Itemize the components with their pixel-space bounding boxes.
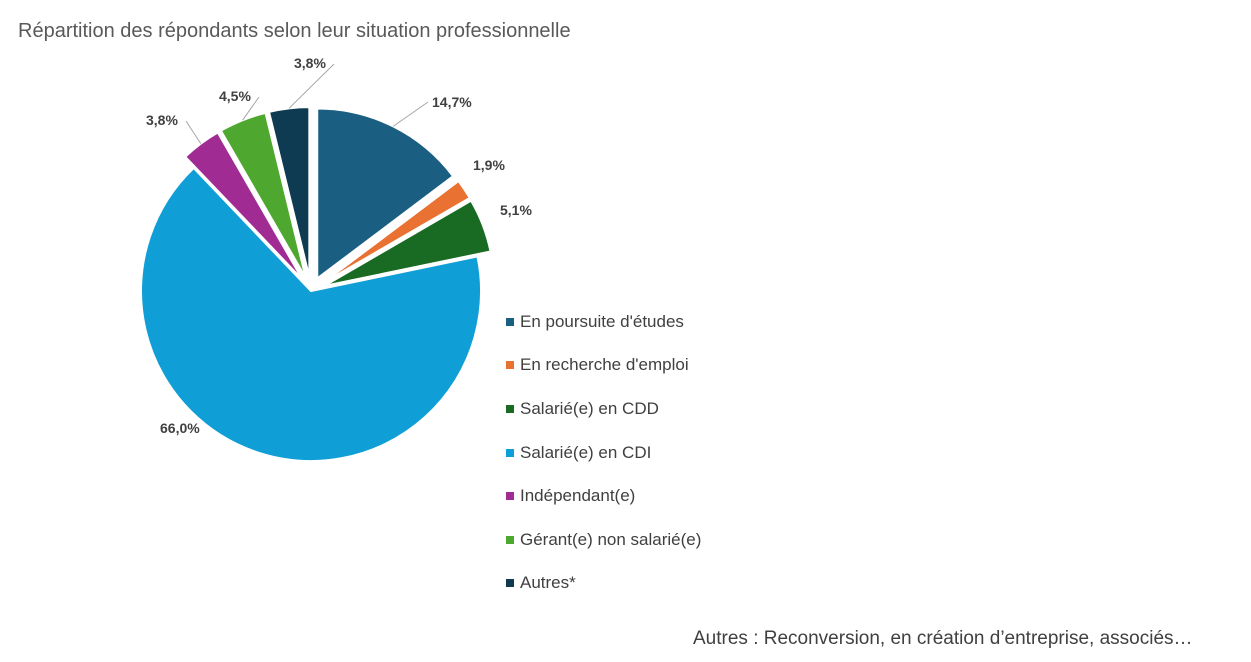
leader-line-autres [288, 63, 335, 109]
legend-label: En recherche d'emploi [520, 355, 689, 375]
data-label-salarie-e-en-cdi: 66,0% [160, 420, 200, 436]
legend-swatch [506, 361, 514, 370]
data-labels: 14,7% 1,9% 5,1% 66,0% 3,8% 4,5% 3,8% [146, 55, 532, 436]
pie-slice-autres [267, 106, 311, 278]
data-label-autres: 3,8% [294, 55, 326, 71]
leader-line-independant-e [185, 120, 202, 144]
leader-line-en-poursuite-d-etudes [392, 101, 429, 127]
legend-label: Indépendant(e) [520, 486, 636, 506]
legend-swatch [506, 404, 514, 413]
pie-slice-en-recherche-d-emploi [322, 179, 472, 285]
legend-label: Salarié(e) en CDD [520, 398, 659, 418]
legend-swatch [506, 492, 514, 501]
data-label-en-recherche-d-emploi: 1,9% [473, 157, 505, 173]
legend-item-en-poursuite-d-etudes: En poursuite d'études [506, 300, 701, 344]
pie-slice-gerant-e-non-salarie-e [219, 111, 307, 279]
legend-swatch [506, 448, 514, 457]
legend-label: Salarié(e) en CDI [520, 442, 652, 462]
legend-label: En poursuite d'études [520, 311, 684, 331]
footnote: Autres : Reconversion, en création d’ent… [693, 628, 1193, 649]
chart-title: Répartition des répondants selon leur si… [18, 20, 571, 42]
data-label-independant-e: 3,8% [146, 112, 178, 128]
leader-lines [185, 63, 429, 144]
legend-item-salarie-e-en-cdd: Salarié(e) en CDD [506, 387, 701, 431]
legend-item-gerant-e-non-salarie-e: Gérant(e) non salarié(e) [506, 518, 701, 562]
legend-item-salarie-e-en-cdi: Salarié(e) en CDI [506, 431, 701, 475]
pie-slices [140, 106, 492, 462]
legend-item-independant-e: Indépendant(e) [506, 474, 701, 518]
data-label-gerant-e-non-salarie-e: 4,5% [219, 88, 251, 104]
data-label-salarie-e-en-cdd: 5,1% [500, 202, 532, 218]
legend-swatch [506, 579, 514, 588]
pie-slice-salarie-e-en-cdi [140, 166, 482, 462]
leader-line-gerant-e-non-salarie-e [242, 96, 260, 121]
legend-label: Autres* [520, 573, 576, 593]
legend-swatch [506, 317, 514, 326]
legend-swatch [506, 535, 514, 544]
legend-item-en-recherche-d-emploi: En recherche d'emploi [506, 344, 701, 388]
legend-item-autres: Autres* [506, 562, 701, 606]
legend-label: Gérant(e) non salarié(e) [520, 529, 702, 549]
chart-legend: En poursuite d'études En recherche d'empl… [506, 300, 701, 605]
pie-slice-en-poursuite-d-etudes [316, 107, 455, 281]
data-label-en-poursuite-d-etudes: 14,7% [432, 94, 472, 110]
pie-slice-salarie-e-en-cdd [323, 199, 492, 287]
